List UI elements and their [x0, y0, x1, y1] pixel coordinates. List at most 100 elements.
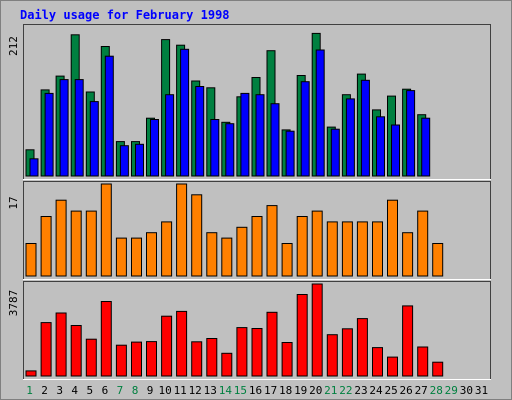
- bar-sites-day-22: [341, 221, 353, 277]
- bar-kbytes-day-15: [236, 327, 248, 377]
- bar-kbytes-day-22: [341, 328, 353, 377]
- x-tick-label: 12: [189, 384, 202, 397]
- bar-kbytes-day-19: [296, 294, 308, 377]
- bar-kbytes-day-23: [356, 318, 368, 377]
- bar-kbytes-day-25: [387, 356, 398, 377]
- bar-kbytes-day-8: [131, 341, 142, 377]
- bar-sites-day-12: [191, 194, 203, 277]
- bar-hits-s1-day-8: [135, 143, 144, 177]
- bar-kbytes-day-12: [191, 341, 203, 377]
- bar-kbytes-day-11: [176, 310, 188, 377]
- y-max-label-sites: 17: [7, 196, 20, 209]
- bar-hits-s1-day-18: [285, 130, 295, 177]
- bar-sites-day-15: [236, 226, 248, 277]
- bar-hits-s1-day-14: [225, 123, 235, 177]
- x-tick-label: 17: [264, 384, 277, 397]
- x-tick-label: 24: [369, 384, 383, 397]
- x-tick-label: 28: [430, 384, 443, 397]
- bar-sites-day-27: [417, 210, 429, 277]
- bar-sites-day-4: [70, 210, 82, 277]
- bar-hits-s1-day-11: [180, 48, 190, 177]
- bar-sites-day-10: [161, 221, 173, 277]
- bar-kbytes-day-14: [221, 352, 233, 377]
- x-tick-label: 13: [204, 384, 217, 397]
- bar-kbytes-day-20: [311, 283, 323, 377]
- x-tick-label: 27: [415, 384, 428, 397]
- bar-sites-day-28: [432, 243, 444, 277]
- x-tick-label: 3: [56, 384, 63, 397]
- y-max-label-kbytes: 3787: [7, 290, 20, 317]
- panel-hits: 212: [7, 24, 491, 180]
- bar-hits-s1-day-9: [150, 119, 159, 177]
- panel-kbytes: 3787: [7, 281, 491, 380]
- x-tick-label: 5: [86, 384, 93, 397]
- bar-sites-day-5: [85, 210, 97, 277]
- bar-kbytes-day-3: [55, 312, 67, 377]
- bar-hits-s1-day-10: [165, 94, 175, 177]
- x-tick-label: 31: [475, 384, 488, 397]
- bar-sites-day-3: [55, 199, 67, 277]
- x-tick-label: 7: [117, 384, 124, 397]
- x-tick-label: 25: [384, 384, 397, 397]
- bar-sites-day-20: [311, 210, 323, 277]
- bar-kbytes-day-28: [432, 361, 444, 377]
- bar-kbytes-day-6: [100, 301, 112, 377]
- bar-kbytes-day-16: [251, 328, 263, 377]
- bar-sites-day-18: [281, 243, 293, 277]
- y-max-label-hits: 212: [7, 36, 20, 56]
- bar-hits-s1-day-16: [255, 94, 265, 177]
- x-tick-label: 22: [339, 384, 352, 397]
- bar-kbytes-day-2: [40, 322, 52, 377]
- bar-kbytes-day-26: [402, 305, 414, 377]
- bar-kbytes-day-10: [161, 315, 173, 377]
- bar-kbytes-day-7: [115, 344, 127, 377]
- x-tick-label: 18: [279, 384, 292, 397]
- bar-kbytes-day-18: [281, 342, 293, 377]
- x-tick-label: 10: [158, 384, 171, 397]
- x-tick-label: 8: [132, 384, 139, 397]
- bar-hits-s1-day-23: [360, 79, 370, 177]
- x-axis-labels: 1 2 3 4 5 6 7 8 9 10 11 12 13 14 15 16 17 18 19 20 21 22 23 24 2…: [26, 384, 488, 397]
- bar-kbytes-day-4: [70, 325, 82, 377]
- bar-sites-day-2: [40, 216, 52, 277]
- bar-sites-day-13: [206, 232, 218, 277]
- bar-hits-s1-day-7: [119, 145, 129, 177]
- bar-sites-day-8: [131, 237, 142, 277]
- bar-hits-s1-day-6: [104, 55, 114, 177]
- bar-sites-day-11: [176, 183, 188, 277]
- x-tick-label: 15: [234, 384, 247, 397]
- bar-hits-s1-day-24: [376, 116, 385, 177]
- bar-kbytes-day-27: [417, 346, 429, 377]
- bar-kbytes-day-9: [146, 341, 157, 377]
- bar-sites-day-26: [402, 232, 414, 277]
- bar-kbytes-day-13: [206, 338, 218, 377]
- x-tick-label: 30: [460, 384, 473, 397]
- bar-hits-s1-day-5: [89, 101, 99, 177]
- bar-sites-day-9: [146, 232, 157, 277]
- bar-sites-day-23: [356, 221, 368, 277]
- x-tick-label: 29: [445, 384, 458, 397]
- bar-hits-s1-day-4: [74, 79, 84, 177]
- bar-kbytes-day-21: [326, 334, 338, 377]
- bar-hits-s1-day-15: [240, 92, 250, 177]
- x-tick-label: 1: [26, 384, 33, 397]
- bar-sites-day-6: [100, 183, 112, 277]
- bar-hits-s1-day-2: [44, 92, 54, 177]
- chart-title: Daily usage for February 1998: [20, 8, 230, 22]
- x-tick-label: 9: [147, 384, 154, 397]
- x-tick-label: 19: [294, 384, 307, 397]
- x-tick-label: 14: [219, 384, 233, 397]
- bar-hits-s1-day-25: [391, 124, 400, 177]
- bar-hits-s1-day-13: [210, 119, 220, 177]
- x-tick-label: 6: [102, 384, 109, 397]
- x-tick-label: 4: [71, 384, 78, 397]
- bar-sites-day-1: [25, 243, 37, 277]
- bar-sites-day-17: [266, 205, 278, 277]
- bar-sites-day-7: [115, 237, 127, 277]
- bar-hits-s1-day-1: [29, 158, 39, 177]
- bar-hits-s1-day-19: [300, 81, 310, 177]
- bar-hits-s1-day-21: [330, 128, 340, 177]
- bar-sites-day-21: [326, 221, 338, 277]
- bar-sites-day-25: [387, 199, 398, 277]
